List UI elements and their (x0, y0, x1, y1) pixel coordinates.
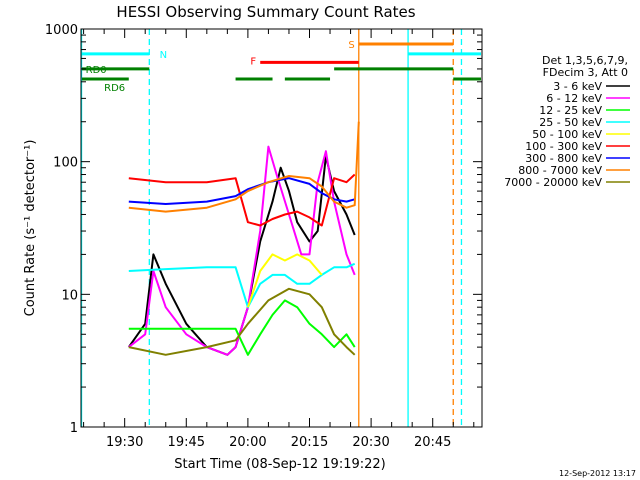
series-line-4 (246, 253, 323, 308)
state-bar-label-3: F (250, 56, 256, 67)
x-tick-label: 19:30 (106, 435, 143, 450)
legend-label-2: 12 - 25 keV (539, 104, 602, 117)
series-line-7 (128, 121, 360, 213)
legend-header-line: FDecim 3, Att 0 (543, 66, 628, 79)
legend-label-5: 100 - 300 keV (525, 140, 602, 153)
legend-label-0: 3 - 6 keV (553, 80, 602, 93)
legend-label-3: 25 - 50 keV (539, 116, 602, 129)
state-bar-label-4: S (348, 40, 354, 51)
legend-label-6: 300 - 800 keV (525, 152, 602, 165)
x-tick-label: 20:15 (291, 435, 328, 450)
state-bar-label-1: RD0 (86, 65, 107, 76)
legend: Det 1,3,5,6,7,9,FDecim 3, Att 03 - 6 keV… (504, 54, 630, 189)
series-line-1 (128, 145, 356, 356)
plot-frame (80, 28, 483, 428)
x-tick-label: 19:45 (168, 435, 205, 450)
y-tick-label: 1000 (45, 23, 78, 38)
y-tick-label: 10 (61, 288, 78, 303)
legend-label-1: 6 - 12 keV (546, 92, 602, 105)
x-tick-label: 20:45 (414, 435, 451, 450)
y-axis-label: Count Rate (s⁻¹ detector⁻¹) (23, 140, 38, 317)
x-tick-label: 20:00 (229, 435, 266, 450)
x-axis-label: Start Time (08-Sep-12 19:19:22) (174, 457, 385, 472)
state-bar-label-0: N (160, 50, 167, 61)
y-tick-label: 1 (70, 421, 78, 436)
axes: 1 10 100 1000 19:30 19:45 20:00 20:15 20:30 20:45 (45, 23, 482, 450)
chart-title: HESSI Observing Summary Count Rates (116, 3, 415, 21)
legend-label-4: 50 - 100 keV (532, 128, 602, 141)
x-tick-label: 20:30 (352, 435, 389, 450)
series-line-6 (128, 177, 355, 205)
series-line-8 (128, 287, 356, 356)
legend-label-7: 800 - 7000 keV (518, 164, 602, 177)
series-line-3 (128, 262, 356, 309)
series-line-5 (128, 173, 356, 227)
legend-header-line: Det 1,3,5,6,7,9, (542, 54, 628, 67)
state-bar-label-2: RD6 (104, 83, 125, 94)
timestamp: 12-Sep-2012 13:17 (559, 469, 636, 478)
plot-area: N RD0 RD6 F S (80, 29, 481, 427)
y-tick-label: 100 (53, 156, 78, 171)
legend-label-8: 7000 - 20000 keV (504, 176, 602, 189)
series-line-2 (128, 299, 356, 356)
